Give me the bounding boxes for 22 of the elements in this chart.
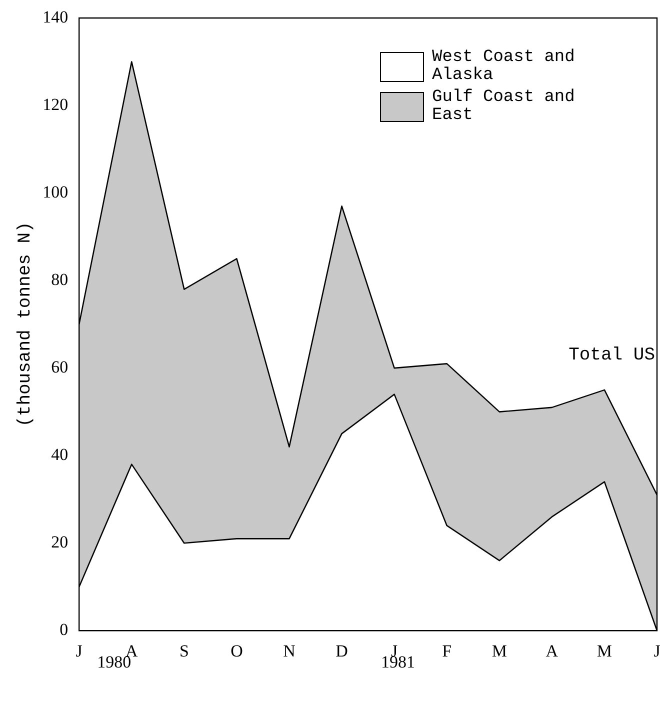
x-tick-label: M [492,641,507,660]
x-tick-label: J [654,641,661,660]
y-tick-label: 100 [42,182,68,202]
x-tick-label: D [336,641,348,660]
y-tick-label: 0 [60,620,68,640]
x-tick-label: N [283,641,296,660]
y-tick-label: 140 [42,7,68,26]
y-tick-label: 120 [42,94,68,114]
x-tick-label: S [179,641,189,660]
x-tick-label: M [596,641,612,660]
x-tick-label: F [442,641,452,660]
y-tick-label: 20 [51,532,68,552]
x-tick-label: O [230,641,243,660]
annotation: Total US [568,346,655,366]
y-tick-label: 80 [51,270,68,290]
legend-label: West Coast and Alaska [431,48,576,85]
legend-label: Gulf Coast and East [431,88,576,125]
x-tick-label: J [76,641,83,660]
y-tick-label: 40 [51,445,68,464]
y-axis-title: (thousand tonnes N) [16,222,36,427]
x-tick-label: A [546,641,559,660]
y-tick-label: 60 [51,358,68,377]
